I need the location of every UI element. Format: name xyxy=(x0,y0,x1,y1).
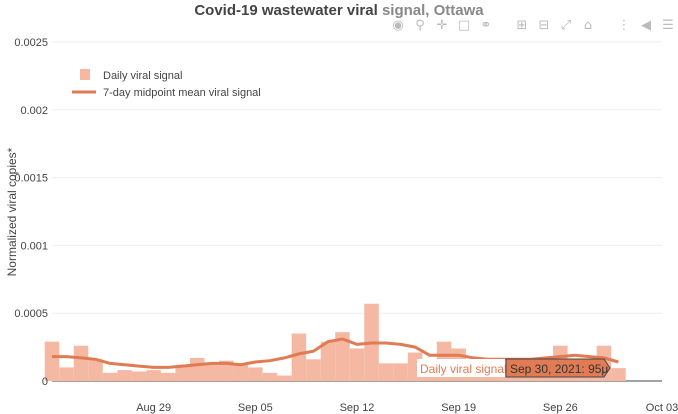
bar[interactable] xyxy=(306,359,321,381)
bar[interactable] xyxy=(204,363,220,381)
bar[interactable] xyxy=(291,333,307,381)
legend-label-daily: Daily viral signal xyxy=(103,70,182,82)
bar[interactable] xyxy=(277,375,292,381)
hover-trace-label: Daily viral signal xyxy=(420,362,507,376)
hover-compare-icon[interactable]: ☰ xyxy=(662,17,674,33)
chart-title-main: Covid-19 wastewater viral xyxy=(194,2,378,19)
hover-value-label: Sep 30, 2021: 95μ xyxy=(510,362,608,376)
x-tick-label: Sep 12 xyxy=(340,402,375,414)
bar[interactable] xyxy=(102,372,118,381)
y-tick-label: 0.001 xyxy=(20,240,48,252)
y-axis: 0 0.0005 0.001 0.0015 0.002 0.0025 xyxy=(14,37,48,388)
x-tick-label: Sep 05 xyxy=(238,402,273,414)
bar[interactable] xyxy=(189,357,205,381)
bar[interactable] xyxy=(611,368,626,381)
x-tick-label: Sep 26 xyxy=(543,402,578,414)
lasso-icon[interactable]: ⚭ xyxy=(480,17,492,33)
y-tick-label: 0.002 xyxy=(20,105,48,117)
hover-trace-bg xyxy=(417,359,505,377)
bar[interactable] xyxy=(349,348,365,381)
y-axis-label: Normalized viral copies* xyxy=(5,147,19,276)
x-axis: Aug 29 Sep 05 Sep 12 Sep 19 Sep 26 Oct 03 xyxy=(136,402,678,414)
legend-swatch-daily xyxy=(80,69,90,80)
bar[interactable] xyxy=(44,341,60,381)
bar[interactable] xyxy=(393,363,408,381)
bar[interactable] xyxy=(175,364,190,381)
box-select-icon[interactable]: □ xyxy=(457,17,471,33)
x-tick-label: Aug 29 xyxy=(136,402,171,414)
bar[interactable] xyxy=(219,360,234,381)
modebar: ◉ ⚲ ✛ □ ⚭ ⊞ ⊟ ⤢ ⌂ ⋮ ◀ ☰ ▦ xyxy=(390,15,678,35)
bar[interactable] xyxy=(378,363,394,381)
bar[interactable] xyxy=(262,372,278,381)
autoscale-icon[interactable]: ⤢ xyxy=(560,17,572,33)
bar[interactable] xyxy=(88,359,103,381)
zoom-in-icon[interactable]: ⊞ xyxy=(516,17,528,33)
pan-icon[interactable]: ✛ xyxy=(436,17,448,33)
hover-value-box xyxy=(505,358,611,378)
x-tick-label: Oct 03 xyxy=(646,402,678,414)
bar[interactable] xyxy=(233,363,249,381)
y-tick-label: 0 xyxy=(42,376,48,388)
legend: Daily viral signal 7-day midpoint mean v… xyxy=(72,69,261,99)
bar[interactable] xyxy=(146,370,161,381)
bar[interactable] xyxy=(131,371,147,381)
bar[interactable] xyxy=(335,332,350,381)
zoom-icon[interactable]: ⚲ xyxy=(415,17,425,33)
zoom-out-icon[interactable]: ⊟ xyxy=(538,17,550,33)
chart-title: Covid-19 wastewater viral signal, Ottawa xyxy=(0,2,678,19)
chart-title-faded: signal, Ottawa xyxy=(381,2,484,19)
hover-closest-icon[interactable]: ◀ xyxy=(641,17,651,33)
hover-tooltip: Daily viral signal Sep 30, 2021: 95μ xyxy=(417,358,611,378)
y-tick-label: 0.0015 xyxy=(14,173,48,185)
x-tick-label: Sep 19 xyxy=(441,402,476,414)
y-tick-label: 0.0005 xyxy=(14,308,48,320)
legend-label-mean: 7-day midpoint mean viral signal xyxy=(103,87,261,99)
y-tick-label: 0.0025 xyxy=(14,37,48,49)
spike-lines-icon[interactable]: ⋮ xyxy=(617,17,631,33)
bar[interactable] xyxy=(160,372,176,381)
bar[interactable] xyxy=(320,341,336,381)
bar[interactable] xyxy=(59,367,74,381)
bar[interactable] xyxy=(73,345,89,381)
bar[interactable] xyxy=(117,370,132,381)
camera-icon[interactable]: ◉ xyxy=(392,17,404,33)
bar[interactable] xyxy=(248,367,263,381)
reset-axes-icon[interactable]: ⌂ xyxy=(583,17,593,33)
